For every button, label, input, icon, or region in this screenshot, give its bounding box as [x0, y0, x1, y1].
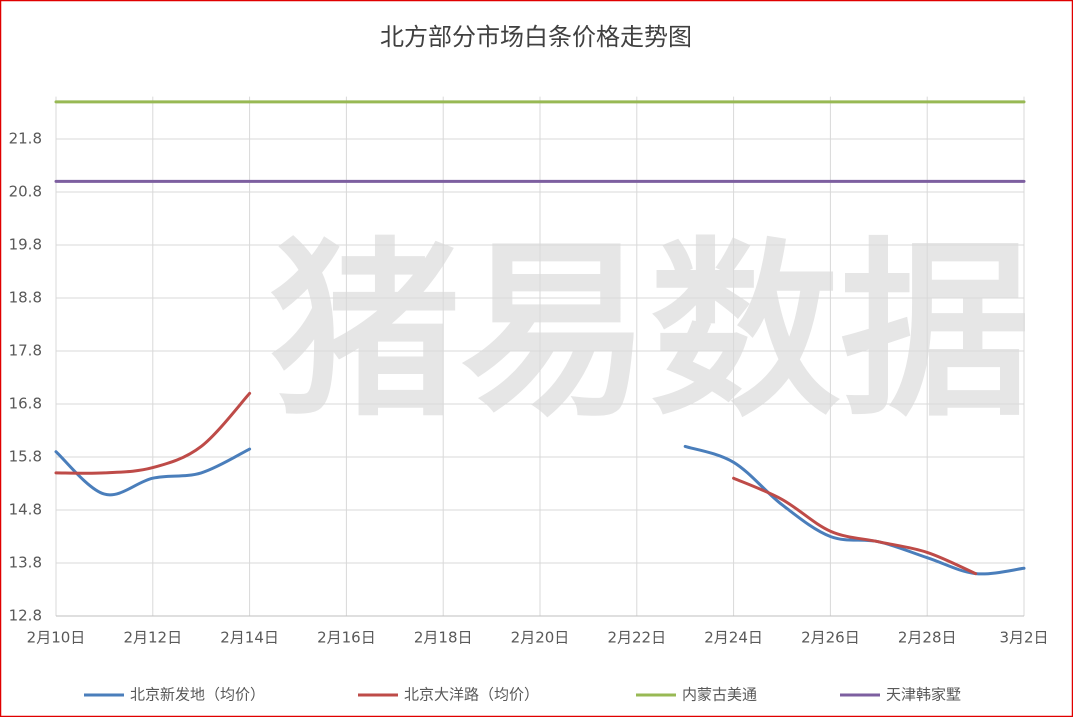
legend-label: 内蒙古美通	[682, 686, 757, 704]
x-tick-label: 3月2日	[999, 629, 1048, 647]
x-tick-label: 2月24日	[704, 629, 763, 647]
x-tick-label: 2月18日	[414, 629, 473, 647]
y-tick-label: 13.8	[9, 554, 42, 572]
legend-label: 北京大洋路（均价）	[404, 686, 539, 704]
y-tick-label: 21.8	[9, 130, 42, 148]
series-line	[54, 391, 978, 576]
x-tick-label: 2月22日	[607, 629, 666, 647]
x-tick-label: 2月10日	[27, 629, 86, 647]
x-tick-label: 2月20日	[511, 629, 570, 647]
y-tick-label: 15.8	[9, 448, 42, 466]
y-tick-label: 16.8	[9, 395, 42, 413]
y-tick-label: 19.8	[9, 236, 42, 254]
x-tick-label: 2月28日	[898, 629, 957, 647]
x-tick-label: 2月26日	[801, 629, 860, 647]
chart-title: 北方部分市场白条价格走势图	[380, 23, 692, 51]
y-tick-label: 20.8	[9, 183, 42, 201]
legend-label: 北京新发地（均价）	[130, 686, 265, 704]
x-tick-label: 2月14日	[220, 629, 279, 647]
x-tick-label: 2月16日	[317, 629, 376, 647]
watermark: 猪易数据	[270, 221, 1030, 442]
x-tick-label: 2月12日	[123, 629, 182, 647]
legend-label: 天津韩家墅	[886, 686, 961, 704]
y-tick-label: 18.8	[9, 289, 42, 307]
y-tick-label: 14.8	[9, 501, 42, 519]
y-tick-label: 17.8	[9, 342, 42, 360]
y-tick-label: 12.8	[9, 607, 42, 625]
